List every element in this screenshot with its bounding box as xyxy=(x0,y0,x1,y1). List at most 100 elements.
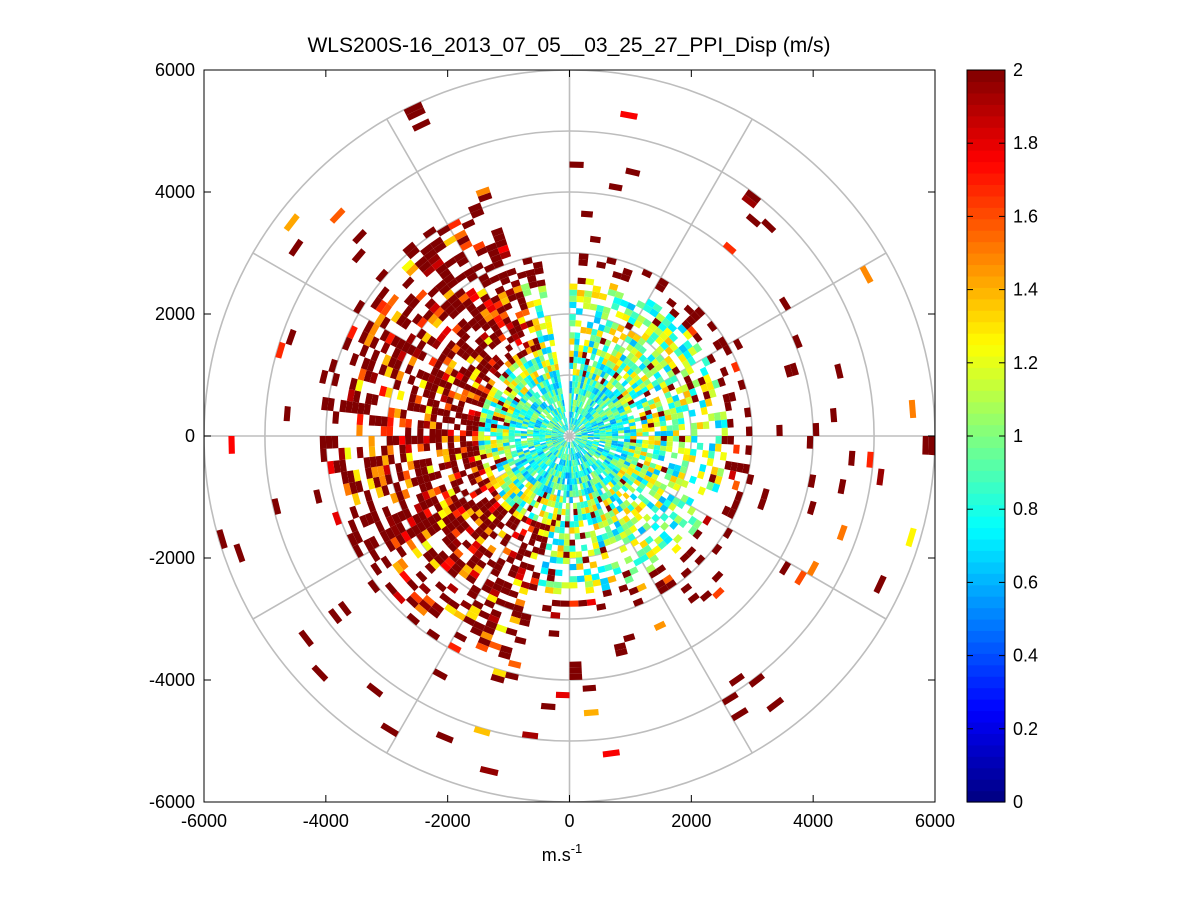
data-cell xyxy=(572,425,576,431)
data-cell xyxy=(516,448,524,453)
data-cell xyxy=(440,394,448,403)
data-cell xyxy=(444,496,454,507)
data-cell xyxy=(581,434,588,436)
data-cell xyxy=(595,349,603,357)
data-cell xyxy=(569,673,583,680)
data-cell xyxy=(519,388,527,396)
data-cell xyxy=(479,505,488,514)
data-cell xyxy=(520,397,527,404)
data-cell xyxy=(426,628,441,641)
data-cell xyxy=(395,490,405,502)
data-cell xyxy=(708,473,717,484)
data-cell xyxy=(614,474,622,481)
data-cell xyxy=(522,386,529,393)
data-cell xyxy=(666,297,677,308)
data-cell xyxy=(407,401,415,412)
data-cell xyxy=(541,444,548,449)
data-cell xyxy=(469,554,480,565)
data-cell xyxy=(569,448,571,455)
data-cell xyxy=(490,323,500,333)
data-cell xyxy=(655,312,666,323)
data-cell xyxy=(565,441,568,448)
colorbar-segment xyxy=(967,298,1005,311)
data-cell xyxy=(327,460,335,475)
data-cell xyxy=(527,439,534,443)
data-cell xyxy=(706,381,715,391)
data-cell xyxy=(582,448,588,454)
data-cell xyxy=(560,419,564,426)
data-cell xyxy=(455,477,464,486)
data-cell xyxy=(479,766,499,777)
data-cell xyxy=(429,421,437,429)
data-cell xyxy=(615,505,624,513)
data-cell xyxy=(457,505,466,515)
data-cell xyxy=(462,564,473,575)
data-cell xyxy=(654,436,661,441)
data-cell xyxy=(359,514,370,528)
data-cell xyxy=(539,437,546,440)
data-cell xyxy=(548,405,553,412)
data-cell xyxy=(496,557,506,567)
data-cell xyxy=(580,426,586,431)
data-cell xyxy=(635,300,646,310)
data-cell xyxy=(489,274,501,284)
data-cell xyxy=(675,386,684,395)
data-cell xyxy=(628,475,636,483)
data-cell xyxy=(479,449,487,455)
data-cell xyxy=(497,291,508,301)
data-cell xyxy=(453,229,468,241)
data-cell xyxy=(569,161,584,168)
data-cell xyxy=(416,521,427,533)
data-cell xyxy=(610,420,617,425)
data-cell xyxy=(429,236,444,249)
data-cell xyxy=(606,411,613,417)
data-cell xyxy=(668,402,676,410)
data-cell xyxy=(583,500,589,508)
data-cell xyxy=(570,411,572,418)
data-cell xyxy=(605,429,612,433)
data-cell xyxy=(635,443,643,448)
data-cell xyxy=(602,519,610,528)
data-cell xyxy=(486,303,497,314)
data-cell xyxy=(498,417,505,422)
data-cell xyxy=(519,455,527,461)
data-cell xyxy=(623,633,636,643)
data-cell xyxy=(523,549,532,558)
data-cell xyxy=(448,503,458,513)
data-cell xyxy=(560,406,564,413)
data-cell xyxy=(630,516,639,525)
data-cell xyxy=(574,439,579,445)
data-cell xyxy=(666,369,675,379)
data-cell xyxy=(575,557,583,564)
data-cell xyxy=(526,455,533,461)
data-cell xyxy=(577,357,582,364)
data-cell xyxy=(503,389,511,397)
data-cell xyxy=(539,476,546,484)
data-cell xyxy=(465,574,477,585)
data-cell xyxy=(491,447,498,453)
data-cell xyxy=(577,414,582,421)
data-cell xyxy=(551,418,557,424)
data-cell xyxy=(438,550,449,562)
data-cell xyxy=(379,316,391,330)
data-cell xyxy=(472,262,484,273)
data-cell xyxy=(565,472,568,479)
data-cell xyxy=(645,549,656,559)
data-cell xyxy=(599,337,607,345)
data-cell xyxy=(627,451,635,457)
data-cell xyxy=(680,368,689,378)
data-cell xyxy=(617,405,624,412)
data-cell xyxy=(513,377,521,385)
data-cell xyxy=(527,483,534,491)
data-cell xyxy=(520,379,528,387)
data-cell xyxy=(509,444,516,449)
data-cell xyxy=(571,387,575,394)
data-cell xyxy=(516,374,524,382)
data-cell xyxy=(637,493,646,502)
data-cell xyxy=(439,499,449,510)
data-cell xyxy=(580,363,585,371)
data-cell xyxy=(492,337,502,346)
data-cell xyxy=(593,388,600,396)
data-cell xyxy=(680,567,692,579)
colorbar-segment xyxy=(967,664,1005,677)
